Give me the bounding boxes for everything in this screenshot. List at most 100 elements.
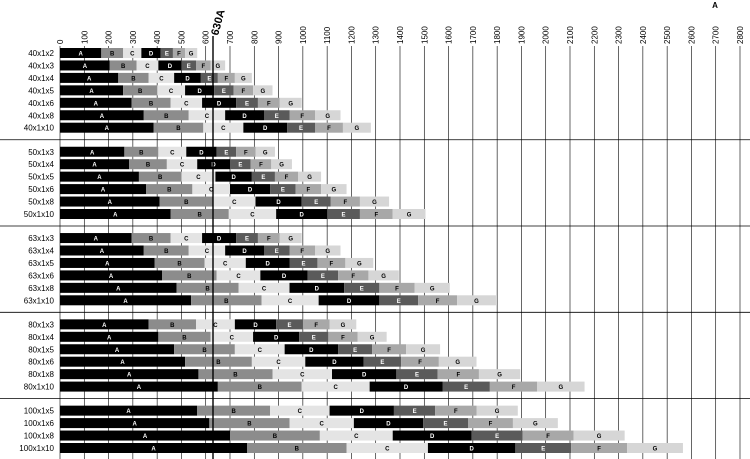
bar-segment	[157, 85, 186, 96]
segment-label: E	[299, 126, 303, 132]
bar-segment	[476, 405, 518, 416]
bar-segment	[372, 344, 407, 355]
bar-segment	[60, 443, 247, 453]
bar-segment	[186, 146, 217, 157]
y-tick-label: 63x1x4	[28, 247, 54, 256]
bar-segment	[136, 60, 159, 71]
bar-segment	[60, 146, 125, 157]
segment-label: D	[211, 163, 216, 169]
segment-label: E	[314, 200, 318, 206]
bar-segment	[289, 282, 345, 293]
bar-segment	[60, 430, 230, 441]
bar-segment	[406, 344, 441, 355]
segment-label: E	[312, 335, 316, 341]
segment-label: D	[149, 52, 154, 58]
segment-label: B	[170, 323, 175, 329]
segment-label: C	[205, 249, 210, 255]
segment-label: C	[250, 213, 255, 219]
x-tick-label: 1300	[372, 26, 381, 44]
segment-label: C	[230, 335, 235, 341]
bar-segment	[435, 405, 477, 416]
x-tick-label: 2400	[639, 26, 648, 44]
bar-segment	[357, 331, 387, 342]
bar-segment	[255, 196, 302, 207]
segment-label: E	[464, 385, 468, 391]
segment-label: B	[164, 249, 169, 255]
segment-label: G	[533, 422, 538, 428]
segment-label: A	[113, 213, 118, 219]
bar-segment	[329, 319, 357, 330]
y-tick-label: 40x1x4	[28, 74, 54, 83]
bar-segment	[233, 85, 254, 96]
bar-segment	[393, 405, 436, 416]
bar-segment	[230, 184, 271, 195]
bar-segment	[392, 209, 426, 219]
y-tick-label: 40x1x6	[28, 99, 54, 108]
bar-segment	[401, 356, 439, 367]
segment-label: E	[187, 64, 191, 70]
segment-label: E	[495, 434, 499, 440]
bar-segment	[123, 48, 142, 58]
bar-segment	[146, 184, 193, 195]
segment-label: D	[263, 126, 268, 132]
bar-segment	[216, 146, 237, 157]
segment-label: F	[267, 237, 271, 243]
segment-label: D	[231, 175, 236, 181]
x-tick-label: 900	[275, 30, 284, 44]
bar-segment	[423, 418, 468, 429]
bar-segment	[174, 344, 235, 355]
bar-segment	[60, 319, 149, 330]
segment-label: B	[177, 261, 182, 267]
bar-segment	[442, 381, 490, 392]
segment-label: G	[341, 323, 346, 329]
segment-label: A	[94, 237, 99, 243]
x-tick-label: 400	[153, 30, 162, 44]
segment-label: G	[597, 434, 602, 440]
segment-label: E	[353, 348, 357, 354]
bar-segment	[192, 184, 230, 195]
segment-label: B	[149, 101, 154, 107]
bar-segment	[215, 171, 252, 182]
bar-segment	[131, 233, 171, 244]
y-tick-label: 40x1x3	[28, 61, 54, 70]
bar-segment	[131, 97, 171, 108]
segment-label: A	[97, 175, 102, 181]
y-tick-label: 40x1x8	[28, 111, 54, 120]
bar-segment	[369, 381, 443, 392]
segment-label: A	[89, 89, 94, 95]
y-tick-label: 40x1x10	[24, 124, 55, 133]
bar-segment	[359, 209, 393, 219]
segment-label: E	[342, 213, 346, 219]
bar-segment	[353, 418, 424, 429]
segment-label: F	[244, 150, 248, 156]
bar-segment	[321, 184, 347, 195]
segment-label: D	[276, 200, 281, 206]
bar-segment	[138, 171, 182, 182]
segment-label: B	[131, 76, 136, 82]
y-tick-label: 80x1x6	[28, 358, 54, 367]
bar-segment	[176, 282, 239, 293]
bar-segment	[204, 257, 246, 268]
segment-label: G	[497, 373, 502, 379]
bar-segment	[245, 257, 290, 268]
x-tick-label: 300	[129, 30, 138, 44]
segment-label: C	[300, 373, 305, 379]
segment-label: C	[184, 101, 189, 107]
segment-label: E	[245, 101, 249, 107]
segment-label: D	[265, 261, 270, 267]
y-tick-label: 63x1x5	[28, 259, 54, 268]
segment-label: G	[653, 447, 658, 453]
bar-segment	[210, 60, 226, 71]
segment-label: F	[314, 323, 318, 329]
segment-label: D	[362, 373, 367, 379]
bar-segment	[60, 97, 132, 108]
segment-label: A	[94, 101, 99, 107]
bar-segment	[238, 282, 290, 293]
segment-label: E	[245, 237, 249, 243]
x-tick-label: 700	[226, 30, 235, 44]
y-tick-label: 100x1x5	[24, 407, 55, 416]
segment-label: G	[325, 114, 330, 120]
bar-segment	[243, 122, 288, 133]
segment-label: B	[258, 385, 263, 391]
bar-segment	[60, 171, 139, 182]
